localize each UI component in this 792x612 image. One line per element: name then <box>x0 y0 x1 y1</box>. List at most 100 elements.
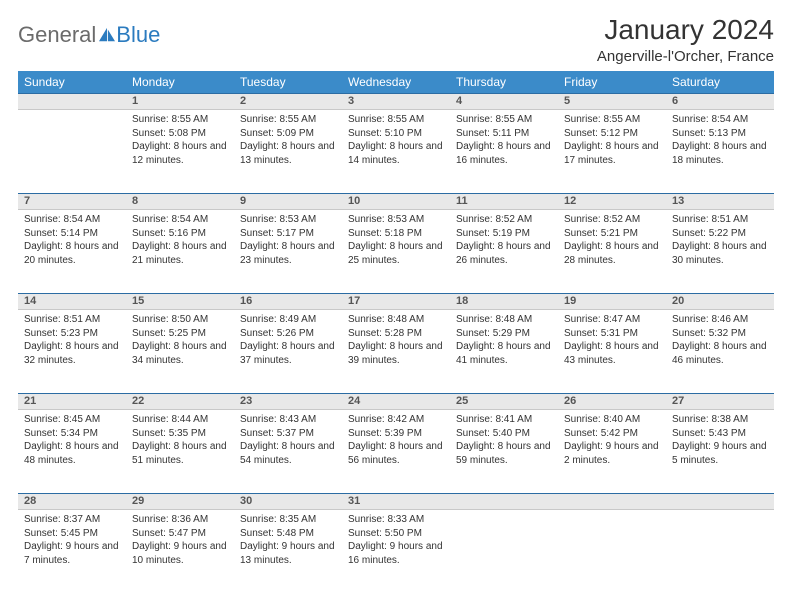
day-number: 30 <box>234 494 342 508</box>
day-number-cell: 23 <box>234 394 342 410</box>
sunset-text: Sunset: 5:12 PM <box>564 127 660 141</box>
day-number: 1 <box>126 94 234 108</box>
sunset-text: Sunset: 5:19 PM <box>456 227 552 241</box>
day-number-cell: 19 <box>558 294 666 310</box>
day-cell <box>666 510 774 594</box>
sunrise-text: Sunrise: 8:50 AM <box>132 313 228 327</box>
day-number-cell: 25 <box>450 394 558 410</box>
day-number-cell: 17 <box>342 294 450 310</box>
daylight-text: Daylight: 8 hours and 32 minutes. <box>24 340 120 367</box>
day-cell: Sunrise: 8:50 AMSunset: 5:25 PMDaylight:… <box>126 310 234 394</box>
day-header: Sunday <box>18 71 126 94</box>
day-cell: Sunrise: 8:55 AMSunset: 5:12 PMDaylight:… <box>558 110 666 194</box>
sunset-text: Sunset: 5:47 PM <box>132 527 228 541</box>
daylight-text: Daylight: 8 hours and 21 minutes. <box>132 240 228 267</box>
day-number: 24 <box>342 394 450 408</box>
sunset-text: Sunset: 5:31 PM <box>564 327 660 341</box>
day-number-cell: 2 <box>234 94 342 110</box>
day-number-cell: 26 <box>558 394 666 410</box>
sunset-text: Sunset: 5:10 PM <box>348 127 444 141</box>
day-number: 21 <box>18 394 126 408</box>
day-number-cell: 5 <box>558 94 666 110</box>
sunset-text: Sunset: 5:14 PM <box>24 227 120 241</box>
sunrise-text: Sunrise: 8:43 AM <box>240 413 336 427</box>
day-number-row: 123456 <box>18 94 774 110</box>
day-number: 12 <box>558 194 666 208</box>
sunset-text: Sunset: 5:28 PM <box>348 327 444 341</box>
day-number: 7 <box>18 194 126 208</box>
day-number-row: 14151617181920 <box>18 294 774 310</box>
daylight-text: Daylight: 8 hours and 39 minutes. <box>348 340 444 367</box>
sunrise-text: Sunrise: 8:54 AM <box>24 213 120 227</box>
sunrise-text: Sunrise: 8:44 AM <box>132 413 228 427</box>
day-cell: Sunrise: 8:47 AMSunset: 5:31 PMDaylight:… <box>558 310 666 394</box>
sunset-text: Sunset: 5:13 PM <box>672 127 768 141</box>
day-number-cell: 14 <box>18 294 126 310</box>
logo-text-general: General <box>18 22 96 48</box>
sunset-text: Sunset: 5:23 PM <box>24 327 120 341</box>
daylight-text: Daylight: 9 hours and 10 minutes. <box>132 540 228 567</box>
day-cell: Sunrise: 8:40 AMSunset: 5:42 PMDaylight:… <box>558 410 666 494</box>
day-cell: Sunrise: 8:46 AMSunset: 5:32 PMDaylight:… <box>666 310 774 394</box>
title-block: January 2024 Angerville-l'Orcher, France <box>597 14 774 65</box>
day-content-row: Sunrise: 8:55 AM Sunset: 5:08 PM Daylight:… <box>18 110 774 194</box>
sunset-text: Sunset: 5:08 PM <box>132 127 228 141</box>
daylight-text: Daylight: 8 hours and 28 minutes. <box>564 240 660 267</box>
sunrise-text: Sunrise: 8:48 AM <box>456 313 552 327</box>
day-cell: Sunrise: 8:49 AMSunset: 5:26 PMDaylight:… <box>234 310 342 394</box>
day-number: 25 <box>450 394 558 408</box>
sunrise-text: Sunrise: 8:41 AM <box>456 413 552 427</box>
day-cell: Sunrise: 8:36 AMSunset: 5:47 PMDaylight:… <box>126 510 234 594</box>
sunset-text: Sunset: 5:32 PM <box>672 327 768 341</box>
daylight-text: Daylight: 8 hours and 54 minutes. <box>240 440 336 467</box>
day-number-cell: 24 <box>342 394 450 410</box>
sunrise-text: Sunrise: 8:38 AM <box>672 413 768 427</box>
day-content-row: Sunrise: 8:51 AMSunset: 5:23 PMDaylight:… <box>18 310 774 394</box>
day-number-cell <box>666 494 774 510</box>
sunrise-text: Sunrise: 8:36 AM <box>132 513 228 527</box>
sunrise-text: Sunrise: 8:49 AM <box>240 313 336 327</box>
sunset-text: Sunset: 5:48 PM <box>240 527 336 541</box>
sunset-text: Sunset: 5:09 PM <box>240 127 336 141</box>
day-number-cell: 13 <box>666 194 774 210</box>
day-number-cell: 20 <box>666 294 774 310</box>
sunrise-text: Sunrise: 8:48 AM <box>348 313 444 327</box>
day-number-row: 28293031 <box>18 494 774 510</box>
day-cell <box>450 510 558 594</box>
day-number: 4 <box>450 94 558 108</box>
daylight-text: Daylight: 9 hours and 2 minutes. <box>564 440 660 467</box>
sunset-text: Sunset: 5:17 PM <box>240 227 336 241</box>
day-number: 5 <box>558 94 666 108</box>
day-number: 20 <box>666 294 774 308</box>
day-number: 11 <box>450 194 558 208</box>
daylight-text: Daylight: 8 hours and 56 minutes. <box>348 440 444 467</box>
calendar-table: Sunday Monday Tuesday Wednesday Thursday… <box>18 71 774 594</box>
day-cell: Sunrise: 8:52 AMSunset: 5:21 PMDaylight:… <box>558 210 666 294</box>
day-number-cell: 16 <box>234 294 342 310</box>
day-number: 28 <box>18 494 126 508</box>
sunrise-text: Sunrise: 8:45 AM <box>24 413 120 427</box>
day-cell: Sunrise: 8:42 AMSunset: 5:39 PMDaylight:… <box>342 410 450 494</box>
day-number: 13 <box>666 194 774 208</box>
day-cell: Sunrise: 8:54 AMSunset: 5:16 PMDaylight:… <box>126 210 234 294</box>
day-number-cell <box>558 494 666 510</box>
sunset-text: Sunset: 5:16 PM <box>132 227 228 241</box>
day-content-row: Sunrise: 8:37 AMSunset: 5:45 PMDaylight:… <box>18 510 774 594</box>
sunrise-text: Sunrise: 8:55 AM <box>456 113 552 127</box>
daylight-text: Daylight: 9 hours and 13 minutes. <box>240 540 336 567</box>
day-cell: Sunrise: 8:55 AMSunset: 5:11 PMDaylight:… <box>450 110 558 194</box>
day-number-cell: 10 <box>342 194 450 210</box>
day-number-cell: 1 <box>126 94 234 110</box>
day-cell: Sunrise: 8:41 AMSunset: 5:40 PMDaylight:… <box>450 410 558 494</box>
sunset-text: Sunset: 5:42 PM <box>564 427 660 441</box>
sunset-text: Sunset: 5:50 PM <box>348 527 444 541</box>
day-header: Saturday <box>666 71 774 94</box>
sunset-text: Sunset: 5:39 PM <box>348 427 444 441</box>
day-number: 23 <box>234 394 342 408</box>
day-number-cell: 22 <box>126 394 234 410</box>
daylight-text: Daylight: 8 hours and 59 minutes. <box>456 440 552 467</box>
daylight-text: Daylight: 8 hours and 30 minutes. <box>672 240 768 267</box>
daylight-text: Daylight: 8 hours and 16 minutes. <box>456 140 552 167</box>
day-cell: Sunrise: 8:52 AMSunset: 5:19 PMDaylight:… <box>450 210 558 294</box>
day-number: 3 <box>342 94 450 108</box>
